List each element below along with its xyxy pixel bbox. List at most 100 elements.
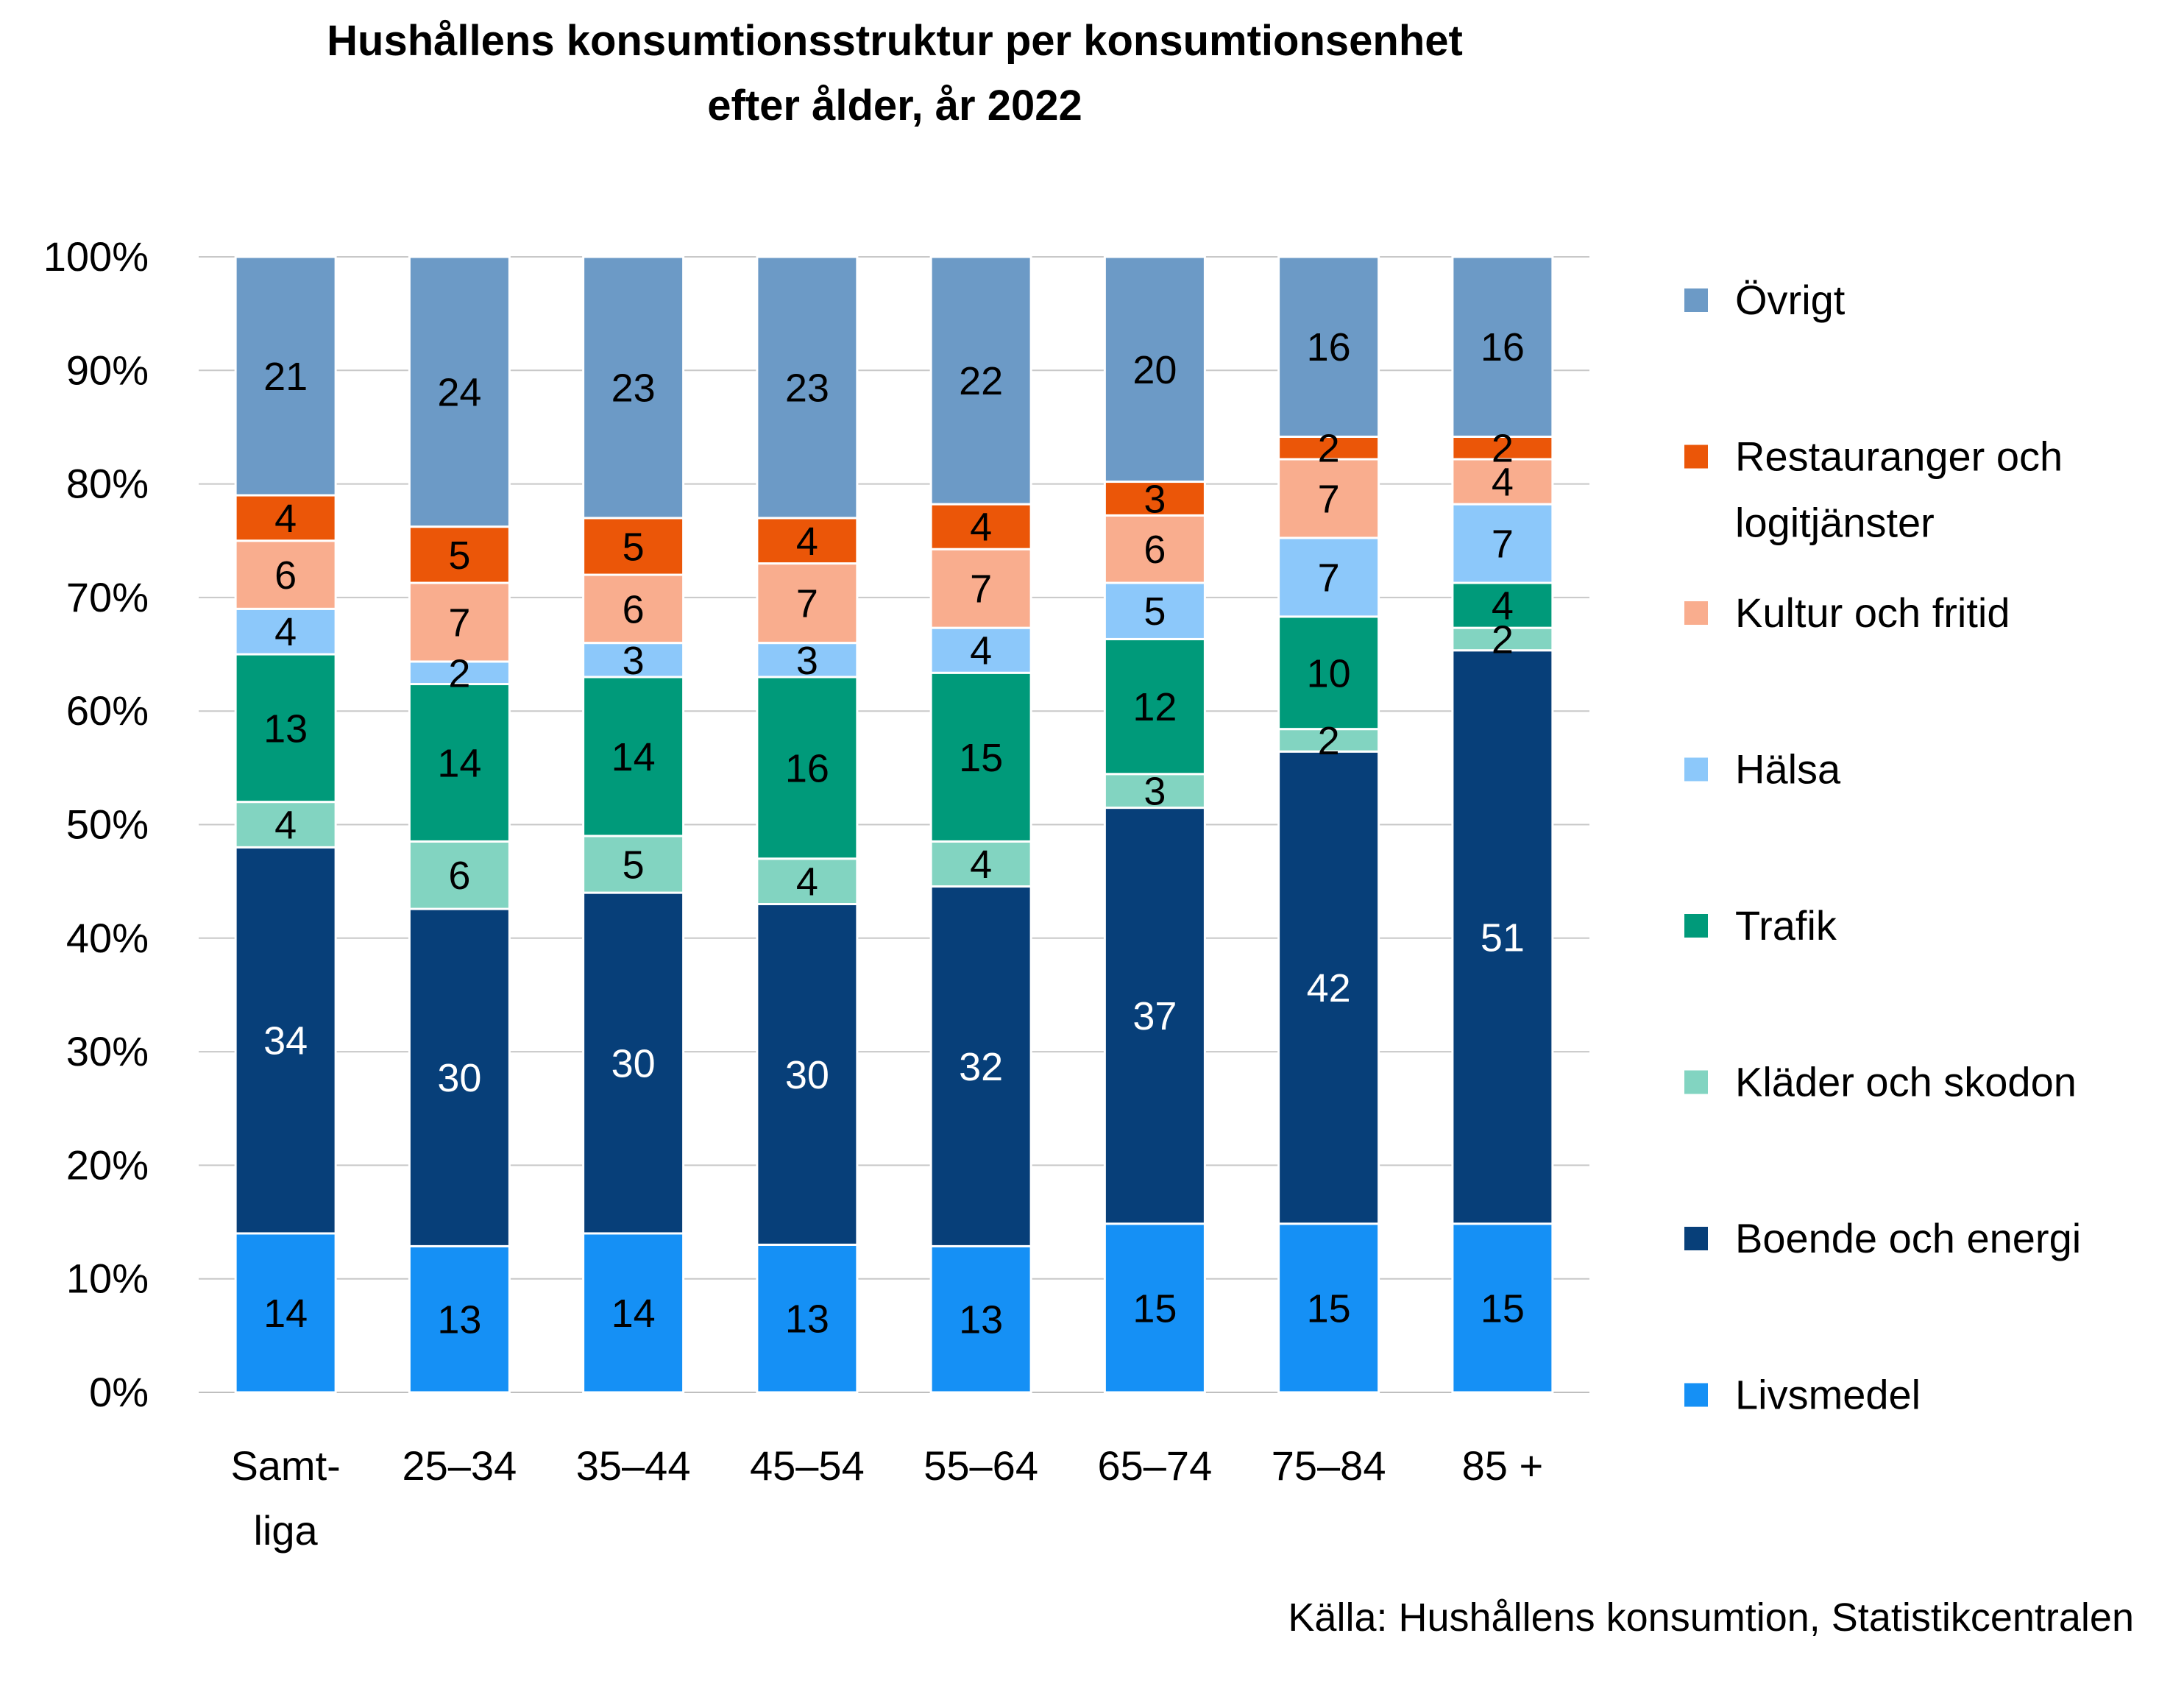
data-label: 2 xyxy=(448,651,470,695)
bar-segment xyxy=(408,581,511,663)
bar-segment xyxy=(1103,514,1206,584)
legend-label: Restauranger och xyxy=(1735,433,2063,480)
data-label: 2 xyxy=(1318,427,1340,471)
data-label: 14 xyxy=(263,1292,308,1336)
x-category-label: 25–34 xyxy=(403,1442,517,1489)
data-label: 15 xyxy=(959,736,1003,780)
data-label: 13 xyxy=(785,1297,829,1342)
data-label: 4 xyxy=(796,520,818,564)
x-axis-category-labels: Samt-liga 25–34 35–44 45–54 55–64 65–74 75–84 8… xyxy=(230,1442,1543,1554)
data-label: 12 xyxy=(1132,685,1177,729)
bar-segment xyxy=(756,1243,859,1394)
bar-segment xyxy=(582,517,685,576)
y-tick-label: 80% xyxy=(66,461,149,507)
bar-segment xyxy=(1451,503,1554,584)
bar-segment xyxy=(1103,581,1206,640)
bar-segment xyxy=(1277,1222,1380,1394)
chart-title-line-2: efter ålder, år 2022 xyxy=(707,82,1082,130)
bar-segment xyxy=(1451,255,1554,438)
chart-title-line-1: Hushållens konsumtionsstruktur per konsu… xyxy=(327,17,1463,65)
y-tick-label: 50% xyxy=(66,801,149,848)
data-labels: 1434413464211330614275241430514365231330… xyxy=(263,325,1525,1342)
data-label: 7 xyxy=(970,567,992,612)
data-label: 2 xyxy=(1492,427,1514,471)
bar-segment xyxy=(929,255,1032,506)
y-tick-label: 100% xyxy=(43,233,149,280)
data-label: 13 xyxy=(263,706,308,751)
bar-segment xyxy=(1103,637,1206,776)
data-label: 30 xyxy=(611,1042,656,1086)
bar-segment xyxy=(582,642,685,679)
data-label: 4 xyxy=(970,629,992,673)
x-category-label: liga xyxy=(254,1507,319,1554)
data-label: 20 xyxy=(1132,348,1177,392)
chart-title: Hushållens konsumtionsstruktur per konsu… xyxy=(327,17,1463,130)
data-label: 6 xyxy=(623,587,645,631)
legend-label: Hälsa xyxy=(1735,746,1841,793)
data-label: 23 xyxy=(785,366,829,410)
bar-segment xyxy=(1277,255,1380,438)
bar-segment xyxy=(408,683,511,843)
data-label: 10 xyxy=(1307,651,1351,695)
data-label: 23 xyxy=(611,366,656,410)
bar-segment xyxy=(582,573,685,645)
bar-segment xyxy=(582,1232,685,1394)
data-label: 3 xyxy=(623,639,645,683)
data-label: 30 xyxy=(437,1056,481,1100)
bar-segment xyxy=(1277,458,1380,539)
data-label: 7 xyxy=(796,582,818,626)
data-label: 37 xyxy=(1132,994,1177,1038)
x-category-label: 65–74 xyxy=(1098,1442,1213,1489)
bar-segment xyxy=(1103,481,1206,517)
bar-segment xyxy=(929,671,1032,843)
y-tick-label: 90% xyxy=(66,347,149,393)
x-category-label: 45–54 xyxy=(750,1442,865,1489)
data-label: 15 xyxy=(1132,1286,1177,1331)
y-tick-label: 0% xyxy=(89,1369,149,1415)
legend-swatch xyxy=(1684,914,1708,938)
data-label: 5 xyxy=(623,525,645,569)
data-label: 42 xyxy=(1307,966,1351,1010)
source-note: Källa: Hushållens konsumtion, Statistikc… xyxy=(1288,1595,2134,1640)
data-label: 4 xyxy=(1492,461,1514,505)
bar-segment xyxy=(1451,435,1554,461)
data-label: 14 xyxy=(611,735,656,779)
data-label: 34 xyxy=(263,1019,308,1063)
legend-swatch xyxy=(1684,601,1708,625)
y-tick-label: 20% xyxy=(66,1141,149,1188)
bar-segment xyxy=(929,885,1032,1247)
data-label: 5 xyxy=(448,534,470,578)
bar-segment xyxy=(582,891,685,1235)
data-label: 16 xyxy=(1307,325,1351,369)
data-label: 7 xyxy=(1318,477,1340,521)
legend-label: Kläder och skodon xyxy=(1735,1059,2077,1105)
bar-segment xyxy=(582,255,685,520)
bar-segment xyxy=(234,255,337,497)
data-label: 4 xyxy=(274,497,297,541)
legend-label: Övrigt xyxy=(1735,277,1846,323)
data-label: 7 xyxy=(1318,556,1340,600)
bar-segment xyxy=(234,494,337,542)
legend-label: Boende och energi xyxy=(1735,1215,2081,1261)
bar-segment xyxy=(1277,536,1380,618)
bar-segment xyxy=(408,525,511,584)
bar-segment xyxy=(1103,255,1206,484)
bar-segment xyxy=(756,255,859,520)
x-category-label: 35–44 xyxy=(576,1442,691,1489)
legend-label: Livsmedel xyxy=(1735,1372,1921,1418)
bar-segment xyxy=(582,835,685,894)
y-tick-label: 10% xyxy=(66,1255,149,1302)
bar-segment xyxy=(756,903,859,1246)
legend: Övrigt Restauranger och logitjänster Kultur… xyxy=(1684,277,2081,1418)
bar-segment xyxy=(929,626,1032,674)
data-label: 3 xyxy=(796,639,818,683)
legend-label: Kultur och fritid xyxy=(1735,589,2010,636)
gridlines xyxy=(199,256,1589,1393)
data-label: 7 xyxy=(1492,523,1514,567)
y-tick-label: 60% xyxy=(66,687,149,734)
bar-segment xyxy=(408,660,511,686)
data-label: 3 xyxy=(1144,770,1166,814)
legend-swatch xyxy=(1684,1227,1708,1250)
